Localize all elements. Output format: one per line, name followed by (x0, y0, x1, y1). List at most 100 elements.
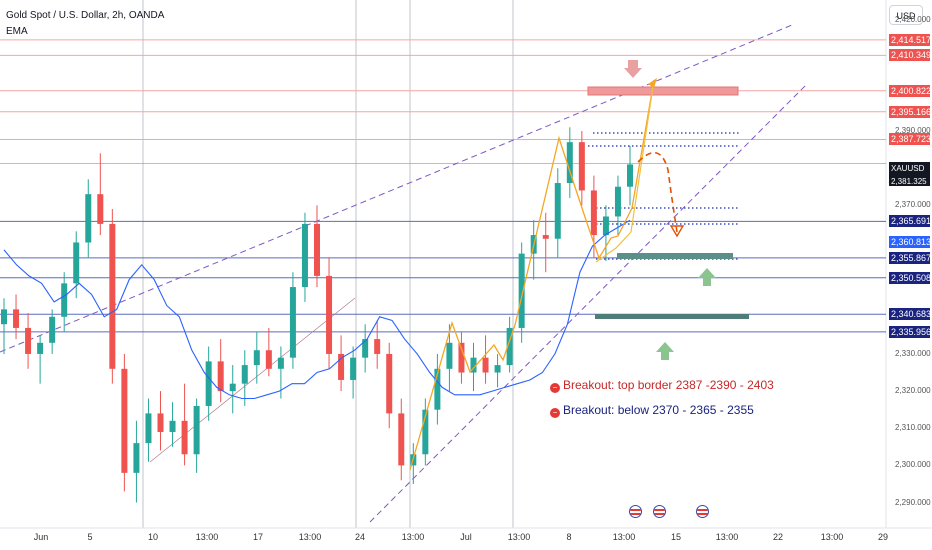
candle-body (374, 339, 381, 354)
resistance-zone (587, 86, 739, 96)
candle-body (85, 194, 92, 243)
candle-body (229, 383, 236, 392)
wave-projection (595, 79, 655, 263)
us-flag-event-icon[interactable] (696, 505, 709, 518)
price-level-tag: 2,395.166 (889, 105, 932, 118)
down-arrow-icon (624, 60, 642, 78)
price-level-tag: 2,410.349 (889, 49, 932, 62)
up-arrow-icon (656, 342, 674, 360)
candle-body (25, 327, 32, 354)
ema-line (3, 219, 631, 400)
time-tick-label: 24 (354, 532, 366, 542)
ema-price-label: 2,360.813 (891, 237, 932, 247)
candle-body (37, 342, 44, 354)
time-tick-label: 13:00 (715, 532, 739, 542)
time-tick-label: 22 (772, 532, 784, 542)
us-flag-event-icon[interactable] (629, 505, 642, 518)
candle-body (398, 413, 405, 466)
price-tick-label: 2,290.000 (895, 497, 931, 507)
candle-body (602, 216, 609, 236)
candle-body (542, 235, 549, 239)
candle-body (49, 316, 56, 343)
annotation-text: Breakout: below 2370 - 2365 - 2355 (563, 403, 754, 417)
time-tick-label: 13:00 (820, 532, 844, 542)
candle-body (554, 183, 561, 239)
channel-lower-line (369, 84, 807, 523)
time-tick-label: 13:00 (195, 532, 219, 542)
candle-body (61, 283, 68, 317)
current-price-label: 2,381.325 (891, 177, 927, 186)
candle-body (566, 142, 573, 184)
candle-body (205, 361, 212, 406)
candle-body (97, 194, 104, 224)
candle-body (338, 353, 345, 380)
time-tick-label: Jul (460, 532, 472, 542)
time-tick-label: 8 (566, 532, 572, 542)
annotation-bottom-breakout: − Breakout: below 2370 - 2365 - 2355 (550, 403, 754, 418)
time-tick-label: Jun (33, 532, 49, 542)
candle-body (193, 405, 200, 455)
candle-body (181, 420, 188, 455)
candle-body (482, 357, 489, 373)
price-level-tag: 2,365.691 (889, 215, 932, 228)
candle-body (386, 353, 393, 414)
time-tick-label: 13:00 (507, 532, 531, 542)
time-tick-label: 13:00 (298, 532, 322, 542)
annotation-text: Breakout: top border 2387 -2390 - 2403 (563, 378, 774, 392)
chart-title: Gold Spot / U.S. Dollar, 2h, OANDA (6, 10, 165, 21)
time-tick-label: 17 (252, 532, 264, 542)
currency-selector[interactable]: USD (889, 5, 923, 25)
channel-upper-line (0, 24, 793, 353)
time-tick-label: 29 (877, 532, 889, 542)
time-tick-label: 13:00 (612, 532, 636, 542)
support-zone (595, 314, 749, 319)
price-level-tag: 2,387.723 (889, 133, 932, 146)
candle-body (1, 309, 7, 325)
trend-line (149, 297, 356, 463)
candle-body (121, 368, 128, 473)
price-level-tag: 2,400.822 (889, 84, 932, 97)
candle-body (253, 350, 260, 366)
candle-body (422, 409, 429, 455)
candle-body (614, 186, 621, 217)
minus-icon: − (550, 383, 560, 393)
candle-body (157, 413, 164, 432)
candle-body (506, 327, 513, 366)
candle-body (494, 365, 501, 373)
price-level-tag: 2,355.867 (889, 251, 932, 264)
annotation-top-breakout: − Breakout: top border 2387 -2390 - 2403 (550, 378, 774, 393)
candle-body (326, 275, 333, 354)
projection-curve (637, 152, 678, 233)
candle-body (590, 190, 597, 236)
price-tick-label: 2,420.000 (895, 14, 931, 24)
candle-body (578, 142, 585, 191)
price-tick-label: 2,310.000 (895, 423, 931, 433)
price-level-tag: 2,340.683 (889, 308, 932, 321)
price-level-tag: 2,335.956 (889, 325, 932, 338)
candle-body (446, 342, 453, 369)
candle-body (434, 368, 441, 410)
indicator-label: EMA (6, 26, 28, 37)
price-level-tag: 2,414.517 (889, 33, 932, 46)
time-tick-label: 5 (87, 532, 93, 542)
wave-arrow-head (648, 78, 657, 88)
candle-body (301, 223, 308, 288)
price-level-tag: 2,350.508 (889, 271, 932, 284)
candle-body (470, 357, 477, 373)
candle-body (518, 253, 525, 328)
candle-body (350, 357, 357, 380)
countdown-label: 01:56:37 (891, 190, 923, 199)
price-tick-label: 2,370.000 (895, 200, 931, 210)
candle-body (133, 443, 140, 473)
candle-body (169, 420, 176, 432)
us-flag-event-icon[interactable] (653, 505, 666, 518)
price-tick-label: 2,320.000 (895, 386, 931, 396)
candle-body (458, 342, 465, 373)
wave-path (409, 79, 655, 471)
candle-body (289, 287, 296, 358)
candle-body (362, 339, 369, 358)
candle-body (314, 223, 320, 276)
up-arrow-icon (698, 268, 716, 286)
